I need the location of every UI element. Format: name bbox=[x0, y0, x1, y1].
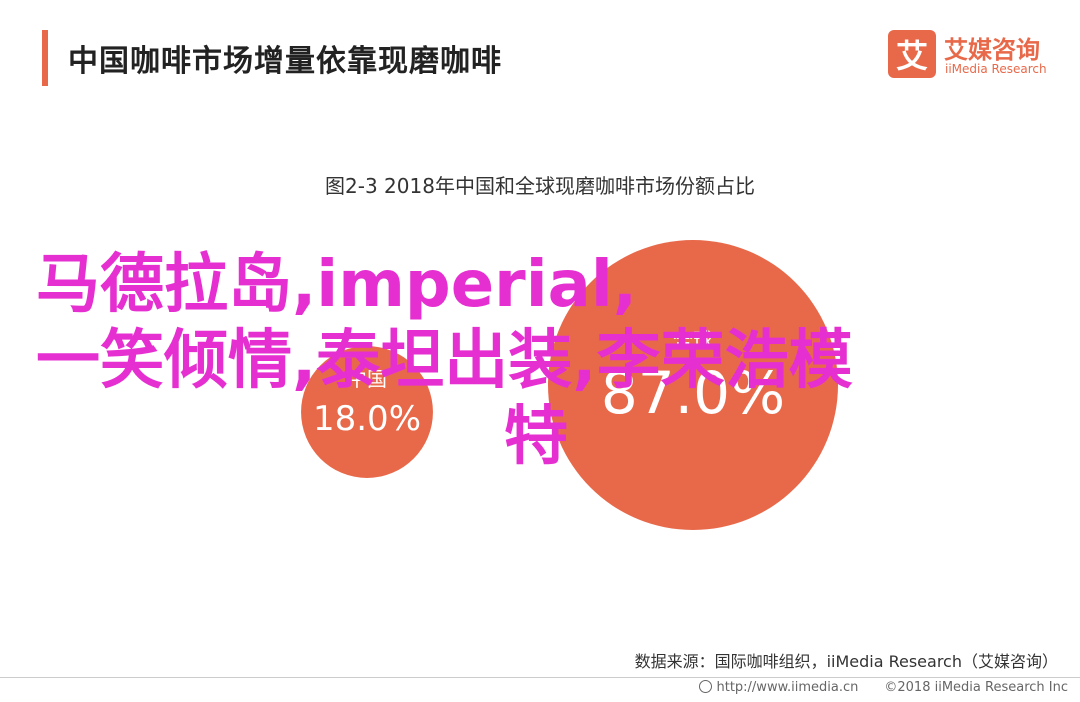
overlay-line-1: 马德拉岛,imperial, bbox=[36, 248, 638, 322]
overlay-line-3: 特 bbox=[504, 400, 568, 474]
logo-mark-icon: 艾 bbox=[888, 30, 936, 78]
logo-name-en: iiMedia Research bbox=[945, 62, 1047, 76]
iimedia-logo: 艾 艾媒咨询 iiMedia Research bbox=[888, 30, 1068, 86]
bubble-2 bbox=[548, 240, 838, 530]
logo-name-cn: 艾媒咨询 bbox=[944, 36, 1040, 64]
footer-divider bbox=[0, 677, 1080, 678]
bubble-name-2: 全球 bbox=[673, 328, 713, 352]
footer-url[interactable]: http://www.iimedia.cn bbox=[699, 680, 858, 695]
chart-title: 图2-3 2018年中国和全球现磨咖啡市场份额占比 bbox=[325, 174, 755, 198]
page-title: 中国咖啡市场增量依靠现磨咖啡 bbox=[68, 44, 502, 79]
bubble-label-1: 18.0% bbox=[313, 399, 421, 439]
bubble-label-2: 87.0% bbox=[601, 359, 785, 427]
footer-url-text: http://www.iimedia.cn bbox=[716, 680, 859, 695]
globe-icon bbox=[699, 680, 713, 693]
overlay-line-2: 一笑倾情,泰坦出装,李荣浩模 bbox=[36, 324, 853, 398]
footer-copyright: ©2018 iiMedia Research Inc bbox=[884, 680, 1068, 695]
data-source: 数据来源：国际咖啡组织，iiMedia Research（艾媒咨询） bbox=[634, 652, 1058, 671]
footer: http://www.iimedia.cn ©2018 iiMedia Rese… bbox=[699, 680, 1068, 695]
title-accent-bar bbox=[42, 30, 48, 86]
bubble-1 bbox=[301, 346, 433, 478]
bubble-name-1: 中国 bbox=[347, 367, 387, 391]
